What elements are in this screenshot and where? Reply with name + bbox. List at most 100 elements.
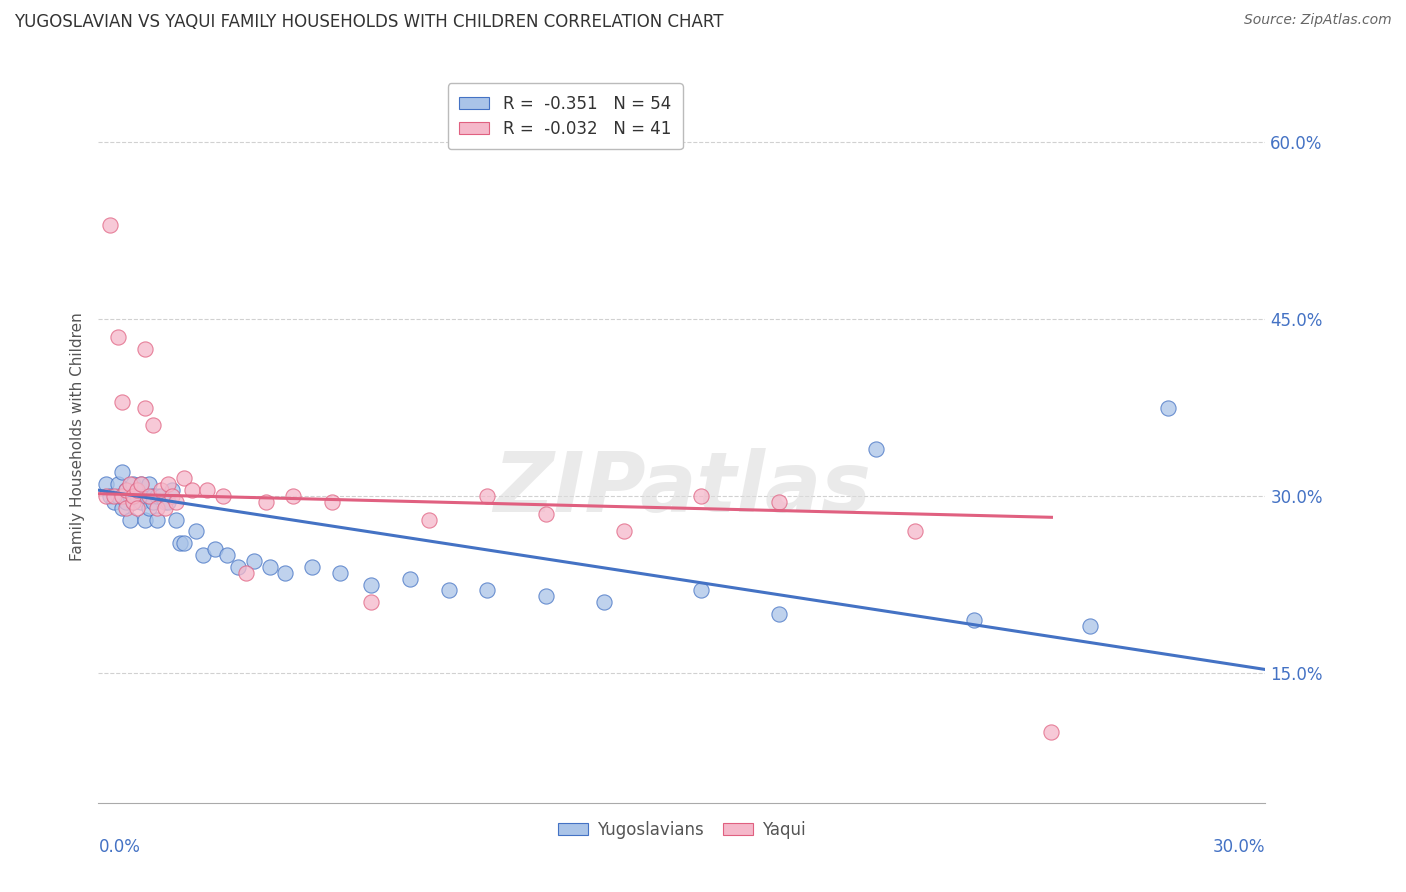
Point xyxy=(184,524,207,539)
Point xyxy=(157,495,180,509)
Point xyxy=(477,489,499,503)
Point xyxy=(1040,725,1063,739)
Point xyxy=(146,513,169,527)
Point xyxy=(165,513,187,527)
Point xyxy=(329,566,352,580)
Point xyxy=(138,500,160,515)
Point xyxy=(281,489,304,503)
Point xyxy=(127,489,149,503)
Text: ZIPatlas: ZIPatlas xyxy=(494,448,870,529)
Point xyxy=(398,572,420,586)
Point xyxy=(768,495,790,509)
Point xyxy=(162,483,184,498)
Point xyxy=(142,495,165,509)
Point xyxy=(114,483,136,498)
Point xyxy=(962,613,984,627)
Point xyxy=(162,489,184,503)
Point xyxy=(98,489,121,503)
Point xyxy=(243,554,266,568)
Point xyxy=(114,483,136,498)
Point xyxy=(360,577,382,591)
Point xyxy=(127,500,149,515)
Point xyxy=(146,489,169,503)
Point xyxy=(235,566,257,580)
Point xyxy=(122,495,145,509)
Point xyxy=(129,495,152,509)
Point xyxy=(437,583,460,598)
Point xyxy=(134,342,156,356)
Point xyxy=(111,394,134,409)
Point xyxy=(157,477,180,491)
Point xyxy=(1080,619,1102,633)
Point xyxy=(613,524,636,539)
Point xyxy=(103,489,125,503)
Point xyxy=(122,477,145,491)
Point xyxy=(129,477,152,491)
Point xyxy=(204,542,226,557)
Point xyxy=(534,590,557,604)
Point xyxy=(122,489,145,503)
Point xyxy=(195,483,218,498)
Point xyxy=(118,489,141,503)
Point xyxy=(142,489,165,503)
Point xyxy=(193,548,215,562)
Point xyxy=(593,595,616,609)
Point xyxy=(122,495,145,509)
Point xyxy=(690,583,713,598)
Point xyxy=(301,559,323,574)
Point xyxy=(146,500,169,515)
Point xyxy=(129,477,152,491)
Point xyxy=(138,489,160,503)
Point xyxy=(111,466,134,480)
Text: Source: ZipAtlas.com: Source: ZipAtlas.com xyxy=(1244,13,1392,28)
Point xyxy=(904,524,927,539)
Point xyxy=(114,495,136,509)
Point xyxy=(142,418,165,433)
Y-axis label: Family Households with Children: Family Households with Children xyxy=(69,313,84,561)
Point xyxy=(149,489,172,503)
Point xyxy=(107,489,129,503)
Point xyxy=(96,477,118,491)
Text: 30.0%: 30.0% xyxy=(1213,838,1265,855)
Point xyxy=(98,218,121,232)
Point xyxy=(149,483,172,498)
Point xyxy=(259,559,281,574)
Point xyxy=(418,513,440,527)
Point xyxy=(165,495,187,509)
Point xyxy=(96,489,118,503)
Point xyxy=(173,471,195,485)
Point xyxy=(134,489,156,503)
Point xyxy=(228,559,250,574)
Point xyxy=(134,513,156,527)
Point xyxy=(138,477,160,491)
Legend: Yugoslavians, Yaqui: Yugoslavians, Yaqui xyxy=(551,814,813,846)
Point xyxy=(534,507,557,521)
Point xyxy=(103,495,125,509)
Point xyxy=(321,495,343,509)
Point xyxy=(127,483,149,498)
Point xyxy=(134,401,156,415)
Point xyxy=(180,483,202,498)
Point xyxy=(173,536,195,550)
Point xyxy=(274,566,297,580)
Point xyxy=(114,500,136,515)
Point xyxy=(107,330,129,344)
Text: YUGOSLAVIAN VS YAQUI FAMILY HOUSEHOLDS WITH CHILDREN CORRELATION CHART: YUGOSLAVIAN VS YAQUI FAMILY HOUSEHOLDS W… xyxy=(14,13,724,31)
Point xyxy=(212,489,235,503)
Point xyxy=(1157,401,1180,415)
Point xyxy=(118,477,141,491)
Point xyxy=(111,489,134,503)
Point xyxy=(153,495,176,509)
Point xyxy=(118,513,141,527)
Point xyxy=(254,495,277,509)
Point xyxy=(360,595,382,609)
Point xyxy=(215,548,238,562)
Text: 0.0%: 0.0% xyxy=(98,838,141,855)
Point xyxy=(153,500,176,515)
Point xyxy=(768,607,790,621)
Point xyxy=(865,442,887,456)
Point xyxy=(127,483,149,498)
Point xyxy=(107,477,129,491)
Point xyxy=(111,500,134,515)
Point xyxy=(690,489,713,503)
